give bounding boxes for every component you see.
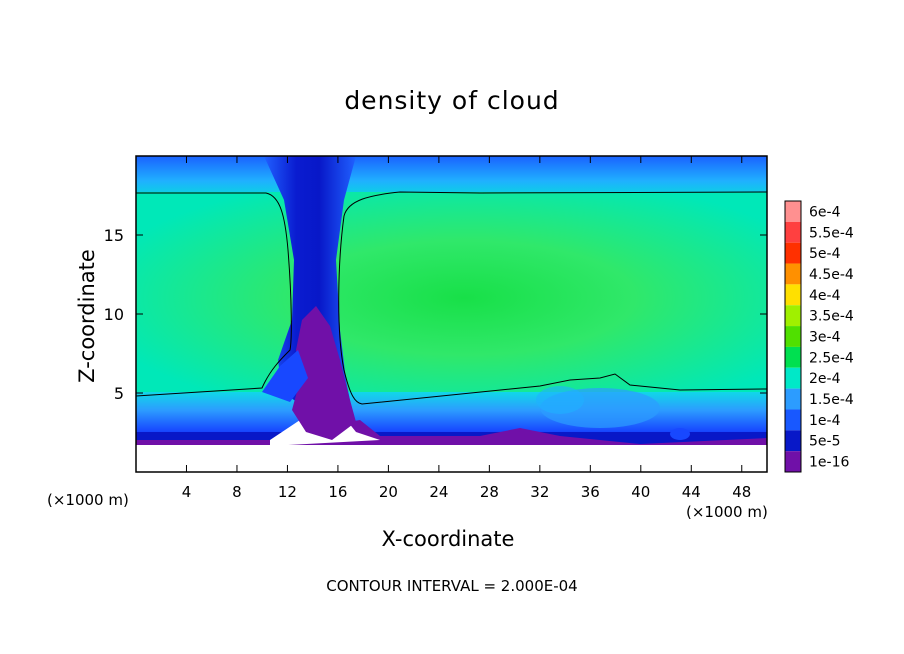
chart-title: density of cloud xyxy=(344,86,560,115)
heatmap-field xyxy=(136,156,767,472)
contour-line xyxy=(136,192,292,397)
colorbar-swatch xyxy=(785,242,801,264)
colorbar-label: 4.5e-4 xyxy=(809,267,854,283)
x-axis-ticks: 4 8 12 16 20 24 28 32 36 40 44 48 xyxy=(182,156,751,501)
x-tick-label: 4 xyxy=(182,483,192,501)
colorbar-label: 1e-16 xyxy=(809,455,849,471)
colorbar-label: 3.5e-4 xyxy=(809,309,854,325)
colorbar-label: 5.5e-4 xyxy=(809,225,854,241)
x-tick-label: 16 xyxy=(328,483,347,501)
colorbar-swatch xyxy=(785,430,801,452)
y-tick-label: 10 xyxy=(104,305,124,324)
x-tick-label: 24 xyxy=(429,483,448,501)
colorbar-swatch xyxy=(785,201,801,222)
x-tick-label: 12 xyxy=(278,483,297,501)
contour-line xyxy=(338,191,767,405)
colorbar-swatch xyxy=(785,284,801,306)
colorbar-frame xyxy=(784,200,802,473)
colorbar-swatch xyxy=(785,409,801,431)
colorbar-swatch xyxy=(785,367,801,389)
colorbar-swatch xyxy=(785,451,801,472)
colorbar-swatch xyxy=(785,346,801,368)
y-axis-ticks: 5 10 15 xyxy=(104,226,767,403)
x-tick-label: 8 xyxy=(232,483,242,501)
x-tick-label: 36 xyxy=(581,483,600,501)
colorbar-swatch xyxy=(785,263,801,285)
colorbar-swatch xyxy=(785,305,801,327)
colorbar-label: 3e-4 xyxy=(809,330,841,346)
x-tick-label: 48 xyxy=(732,483,751,501)
colorbar-label: 2.5e-4 xyxy=(809,350,854,366)
colorbar-label: 5e-5 xyxy=(809,434,840,450)
x-axis-label: X-coordinate xyxy=(381,527,515,551)
colorbar-swatch xyxy=(785,221,801,243)
colorbar-label: 2e-4 xyxy=(809,371,841,387)
x-tick-label: 32 xyxy=(530,483,549,501)
colorbar-label: 6e-4 xyxy=(809,204,841,220)
x-tick-label: 28 xyxy=(480,483,499,501)
x-tick-label: 20 xyxy=(379,483,398,501)
x-unit-right: (×1000 m) xyxy=(686,503,768,521)
contour-interval-label: CONTOUR INTERVAL = 2.000E-04 xyxy=(326,577,578,595)
colorbar-label: 1e-4 xyxy=(809,413,841,429)
colorbar-label: 4e-4 xyxy=(809,288,841,304)
y-tick-label: 5 xyxy=(114,384,124,403)
y-axis-label: Z-coordinate xyxy=(75,249,99,383)
colorbar-label: 5e-4 xyxy=(809,246,841,262)
colorbar: 6e-4 5.5e-4 5e-4 4.5e-4 4e-4 3.5e-4 3e-4 2.5e-4… xyxy=(784,200,854,473)
colorbar-label: 1.5e-4 xyxy=(809,392,854,408)
y-tick-label: 15 xyxy=(104,226,124,245)
x-unit-left: (×1000 m) xyxy=(47,491,129,509)
x-tick-label: 44 xyxy=(682,483,701,501)
colorbar-swatch xyxy=(785,326,801,347)
colorbar-swatch xyxy=(785,388,801,410)
x-tick-label: 40 xyxy=(631,483,650,501)
